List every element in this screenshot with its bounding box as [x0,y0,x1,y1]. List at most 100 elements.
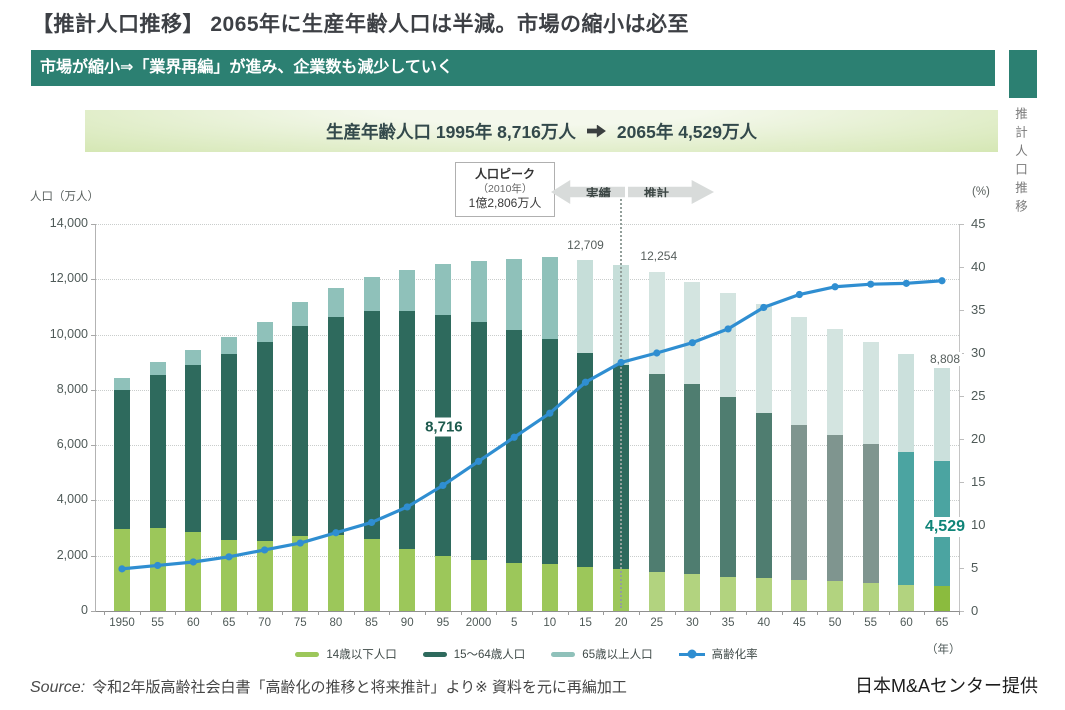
bar-segment-o [220,336,237,354]
right-axis-tick [959,439,964,440]
x-axis-tick [888,611,890,615]
bar-segment-o [755,304,772,413]
x-axis-label: 50 [828,617,842,629]
right-axis-tick [959,310,964,311]
x-axis-tick [175,611,177,615]
bar-segment-o [399,270,416,312]
side-vertical-label: 推計人口推移 [1013,107,1027,218]
bar-segment-o [149,362,166,376]
x-axis-label: 80 [329,617,343,629]
x-axis-label: 10 [543,617,557,629]
x-axis-tick [567,611,569,615]
bar-segment-u [114,528,130,611]
left-axis-tick [91,445,96,447]
bar-segment-u [862,583,879,611]
right-axis-label: 5 [971,560,979,575]
legend-swatch-icon [551,651,576,657]
x-axis-tick [959,611,960,615]
x-axis-label: 20 [614,617,628,629]
bar-segment-u [720,576,737,611]
x-axis-tick [460,611,462,615]
bar-segment-u [434,555,451,611]
right-axis-title: (%) [972,186,990,198]
x-axis-label: 5 [510,617,518,629]
actual-period-arrow: 実績 [551,180,625,204]
gridline [96,224,959,225]
x-axis-label: 45 [792,617,806,629]
callout-year: （2010年） [477,182,533,195]
right-axis-tick [959,482,964,483]
stacked-bar-55 [149,362,166,611]
bar-segment-u [541,564,558,611]
data-label-12,254: 12,254 [638,249,680,264]
stacked-bar-1950 [114,378,130,611]
bar-segment-o [898,354,915,453]
x-axis-tick [246,611,248,615]
bar-segment-u [149,527,166,611]
bar-segment-u [506,562,523,611]
bar-segment-u [684,574,701,611]
right-axis-label: 40 [971,259,986,274]
right-axis-tick [959,267,964,268]
x-axis-label: 2000 [465,617,492,629]
callout-title: 人口ピーク [474,167,535,181]
x-axis-tick [817,611,819,615]
x-axis-tick [425,611,427,615]
x-axis-tick [282,611,284,615]
stacked-bar-50 [827,329,844,611]
legend-item: 65歳以上人口 [551,646,653,662]
x-axis-tick [353,611,355,615]
x-axis-label: 60 [899,617,913,629]
stacked-bar-5 [506,258,523,611]
x-axis-tick [104,611,106,615]
bar-segment-u [292,535,309,611]
headline-after: 2065年 4,529万人 [616,121,758,142]
x-axis-label: 55 [151,617,165,629]
stacked-bar-65 [220,336,237,611]
source-prefix: Source: [30,679,86,696]
legend-item: 高齢化率 [678,646,758,662]
x-axis-tick [924,611,926,615]
bar-segment-w [114,389,130,529]
left-axis-label: 6,000 [56,437,88,452]
legend-swatch-icon [295,651,320,657]
left-axis-label: 12,000 [49,271,88,286]
x-axis-tick [496,611,498,615]
stacked-bar-65 [933,367,950,611]
right-axis-label: 0 [971,603,979,618]
x-axis-label: 95 [436,617,450,629]
x-axis-tick [211,611,213,615]
bar-segment-w [399,311,416,549]
legend: 14歳以下人口 15～64歳人口 65歳以上人口 高齢化率 [95,646,958,662]
stacked-bar-60 [185,350,202,611]
bar-segment-u [827,581,844,611]
bar-segment-w [577,353,594,567]
bar-segment-u [898,584,915,611]
bar-segment-w [292,326,309,536]
right-axis-tick [959,611,964,612]
bar-segment-o [256,321,273,343]
x-axis-tick [674,611,676,615]
x-axis-tick [852,611,854,615]
right-axis-tick [959,396,964,397]
stacked-bar-80 [327,287,344,611]
bar-segment-o [862,341,879,445]
x-axis-tick [318,611,320,615]
left-axis-title: 人口（万人） [30,191,99,203]
bar-segment-w [506,330,523,563]
bar-segment-o [363,276,380,311]
bar-segment-o [434,264,451,315]
data-label-12,709: 12,709 [565,237,606,252]
bar-segment-u [256,541,273,611]
bar-segment-u [933,586,950,611]
bar-segment-w [220,354,237,541]
bar-segment-u [648,572,665,611]
stacked-bar-25 [648,272,665,611]
bar-segment-o [791,316,808,426]
bar-segment-u [470,559,487,611]
bar-segment-u [577,566,594,611]
actual-projection-divider [620,188,623,608]
bar-segment-u [220,540,237,611]
bar-segment-w [185,365,202,533]
actual-period-label: 実績 [585,186,611,201]
